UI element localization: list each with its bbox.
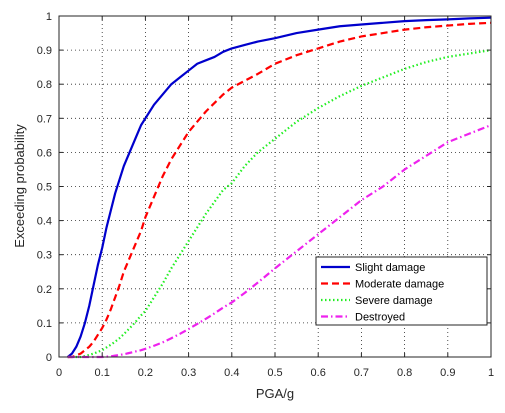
y-tick-label: 0.9	[37, 45, 52, 57]
x-tick-label: 0.9	[440, 367, 455, 379]
x-tick-label: 0.3	[181, 367, 196, 379]
y-tick-label: 0.7	[37, 113, 52, 125]
tick-marks	[58, 15, 492, 358]
x-tick-labels: 0 0.1 0.2 0.3 0.4 0.5 0.6 0.7 0.8 0.9 1	[56, 367, 494, 379]
y-tick-label: 0.8	[37, 79, 52, 91]
y-tick-label: 0.4	[37, 216, 52, 228]
legend-label-4: Destroyed	[355, 312, 405, 324]
y-tick-label: 1	[46, 11, 52, 23]
x-tick-label: 0.4	[224, 367, 239, 379]
series-line-2	[67, 21, 492, 359]
legend-label-3: Severe damage	[355, 295, 433, 307]
x-tick-label: 0.8	[397, 367, 412, 379]
y-tick-labels: 0 0.1 0.2 0.3 0.4 0.5 0.6 0.7 0.8 0.9 1	[37, 11, 52, 364]
y-axis-label: Exceeding probability	[12, 124, 27, 248]
y-tick-label: 0.5	[37, 182, 52, 194]
series-line-3	[67, 49, 492, 359]
x-tick-label: 0.1	[95, 367, 110, 379]
y-tick-label: 0.2	[37, 284, 52, 296]
x-tick-label: 0	[56, 367, 62, 379]
x-tick-label: 0.6	[311, 367, 326, 379]
legend-box	[315, 256, 488, 326]
y-tick-label: 0.3	[37, 250, 52, 262]
legend-label-2: Moderate damage	[355, 279, 444, 291]
x-tick-label: 0.2	[138, 367, 153, 379]
y-tick-label: 0.6	[37, 147, 52, 159]
legend-label-1: Slight damage	[355, 262, 425, 274]
x-tick-label: 0.5	[267, 367, 282, 379]
legend: Slight damage Moderate damage Severe damag…	[315, 256, 488, 326]
x-tick-label: 1	[488, 367, 494, 379]
y-tick-label: 0.1	[37, 318, 52, 330]
y-tick-label: 0	[46, 352, 52, 364]
series-line-1	[66, 16, 492, 358]
x-axis-label: PGA/g	[256, 386, 294, 401]
x-tick-label: 0.7	[354, 367, 369, 379]
